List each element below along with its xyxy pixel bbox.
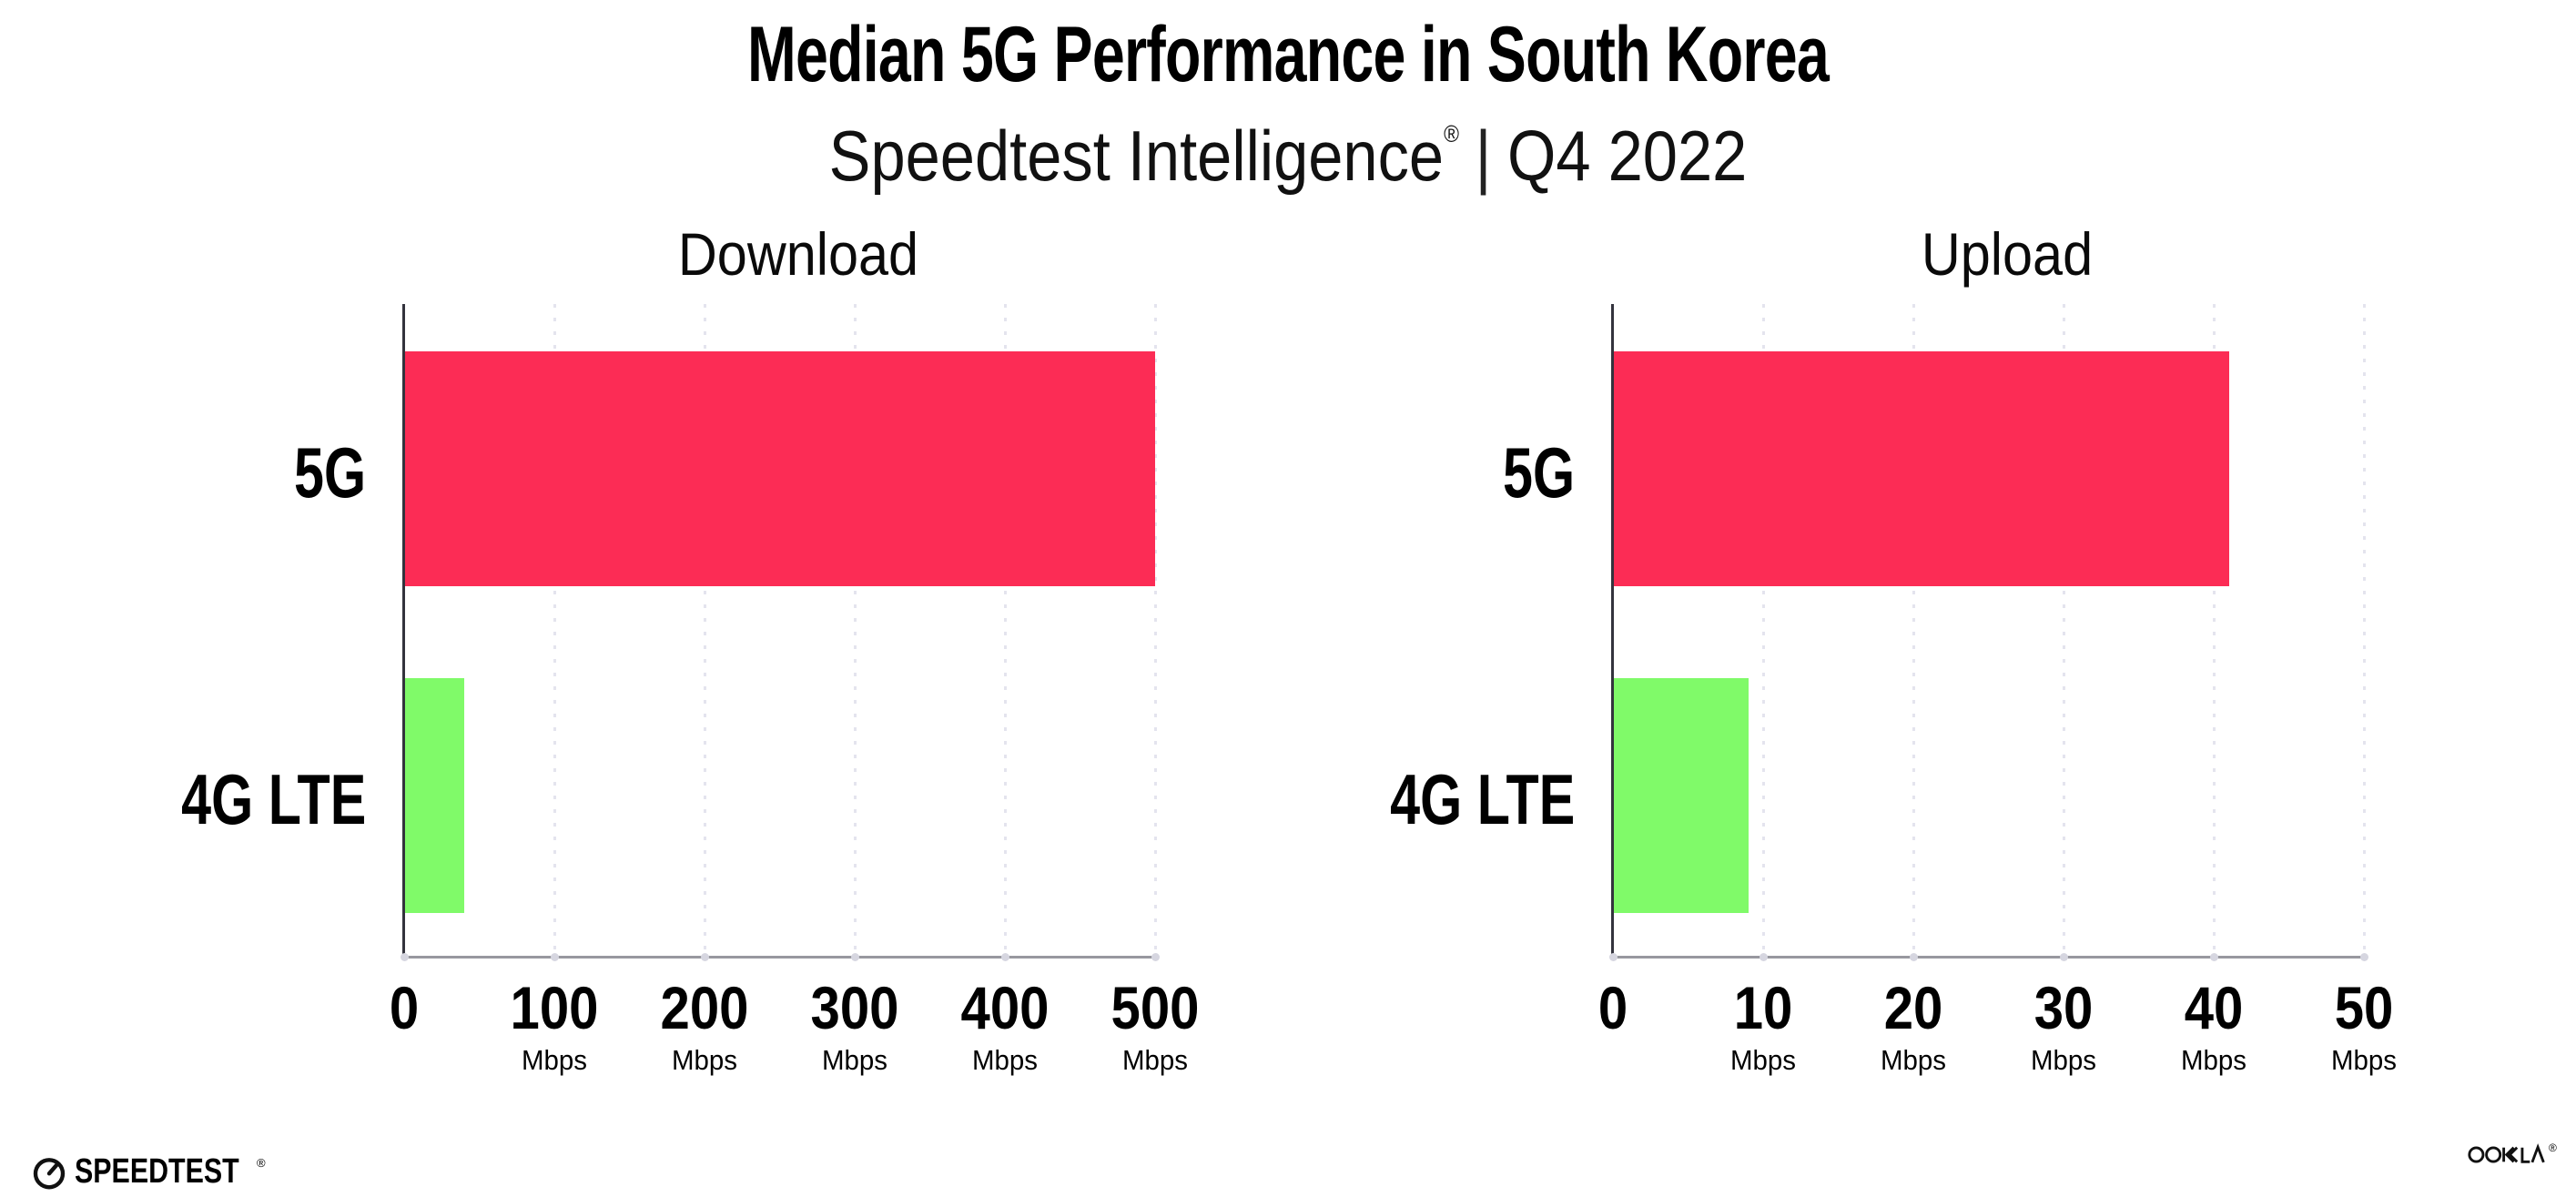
x-tick-mark-20 [1909, 953, 1918, 961]
x-axis-line-upload [1611, 956, 2366, 959]
gridline-50 [2363, 304, 2366, 956]
x-tick-unit-200-download: Mbps [671, 1044, 738, 1076]
x-tick-label-30-upload: 30 [2033, 974, 2094, 1041]
x-tick-label-500-download: 500 [1111, 974, 1200, 1041]
upload-chart-title: Upload [1921, 220, 2093, 288]
x-tick-label-40-upload: 40 [2184, 974, 2244, 1041]
gridline-500 [1154, 304, 1157, 956]
x-tick-label-0-download: 0 [389, 974, 420, 1041]
x-tick-mark-100 [550, 953, 559, 961]
x-tick-unit-300-download: Mbps [821, 1044, 888, 1076]
x-tick-mark-300 [850, 953, 859, 961]
page-subtitle: Speedtest Intelligence® | Q4 2022 [829, 91, 1748, 198]
download-chart-title: Download [677, 220, 918, 288]
x-tick-label-400-download: 400 [960, 974, 1050, 1041]
x-tick-unit-10-upload: Mbps [1729, 1044, 1797, 1076]
y-axis-line-upload [1611, 304, 1614, 959]
x-tick-label-10-upload: 10 [1733, 974, 1793, 1041]
subtitle-separator: | [1475, 116, 1492, 196]
speedtest-logo: SPEEDTEST ® [31, 1152, 297, 1192]
gridline-30 [2063, 304, 2065, 956]
x-tick-unit-400-download: Mbps [971, 1044, 1039, 1076]
x-tick-mark-0 [1608, 953, 1618, 961]
bar-5g-upload [1613, 351, 2229, 586]
category-label-4g-lte-download: 4G LTE [180, 759, 366, 839]
x-tick-label-50-upload: 50 [2334, 974, 2394, 1041]
x-tick-label-300-download: 300 [810, 974, 899, 1041]
ookla-wordmark-icon [2468, 1143, 2545, 1163]
category-label-5g-download: 5G [293, 432, 366, 512]
gridline-300 [854, 304, 857, 956]
gridline-200 [704, 304, 706, 956]
x-tick-unit-500-download: Mbps [1121, 1044, 1189, 1076]
gridline-100 [553, 304, 556, 956]
page-title: Median 5G Performance in South Korea [746, 11, 1830, 98]
subtitle-period: Q4 2022 [1507, 116, 1748, 196]
speedtest-gauge-icon [33, 1157, 66, 1189]
x-tick-label-100-download: 100 [510, 974, 599, 1041]
x-tick-label-0-upload: 0 [1597, 974, 1628, 1041]
bar-4g-lte-download [404, 678, 464, 913]
y-axis-line-download [402, 304, 405, 959]
gridline-400 [1004, 304, 1007, 956]
x-axis-line-download [402, 956, 1157, 959]
x-tick-mark-500 [1151, 953, 1160, 961]
registered-mark: ® [1444, 120, 1459, 147]
x-tick-mark-30 [2059, 953, 2068, 961]
bar-5g-download [404, 351, 1155, 586]
category-label-5g-upload: 5G [1502, 432, 1575, 512]
x-tick-unit-30-upload: Mbps [2030, 1044, 2097, 1076]
speedtest-registered-mark: ® [256, 1156, 266, 1170]
x-tick-unit-100-download: Mbps [521, 1044, 588, 1076]
bar-4g-lte-upload [1613, 678, 1749, 913]
gridline-20 [1912, 304, 1915, 956]
x-tick-mark-400 [1000, 953, 1009, 961]
speedtest-wordmark: SPEEDTEST [75, 1152, 239, 1191]
ookla-registered-mark: ® [2549, 1141, 2557, 1154]
x-tick-label-20-upload: 20 [1883, 974, 1943, 1041]
x-tick-label-200-download: 200 [660, 974, 749, 1041]
x-tick-mark-40 [2209, 953, 2218, 961]
x-tick-unit-40-upload: Mbps [2180, 1044, 2247, 1076]
x-tick-unit-50-upload: Mbps [2330, 1044, 2398, 1076]
ookla-logo: ® [2467, 1141, 2557, 1166]
x-tick-mark-0 [400, 953, 409, 961]
x-tick-mark-10 [1759, 953, 1768, 961]
x-tick-unit-20-upload: Mbps [1880, 1044, 1947, 1076]
category-label-4g-lte-upload: 4G LTE [1389, 759, 1575, 839]
x-tick-mark-50 [2359, 953, 2368, 961]
gridline-10 [1762, 304, 1765, 956]
subtitle-brand: Speedtest Intelligence [828, 116, 1445, 196]
gridline-40 [2213, 304, 2216, 956]
x-tick-mark-200 [700, 953, 709, 961]
